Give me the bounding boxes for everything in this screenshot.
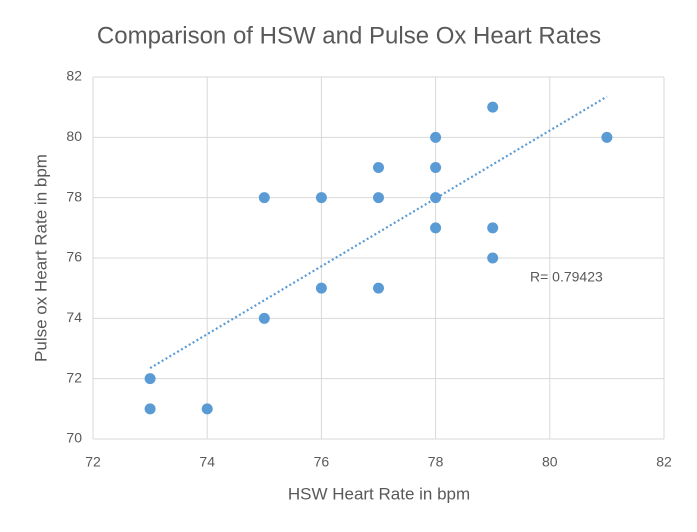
point: [315, 282, 327, 294]
point: [487, 252, 499, 264]
y-tick-label: 80: [66, 128, 82, 144]
x-tick-label: 82: [656, 454, 672, 470]
y-tick-label: 82: [66, 68, 82, 84]
point: [430, 131, 442, 143]
point: [487, 101, 499, 113]
x-tick-label: 80: [542, 454, 558, 470]
point: [373, 162, 384, 173]
y-axis-label: Pulse ox Heart Rate in bpm: [31, 154, 50, 362]
trendline: [149, 95, 608, 370]
y-tick-label: 78: [66, 188, 82, 204]
point: [373, 192, 384, 204]
x-tick-label: 72: [85, 454, 101, 470]
point: [601, 131, 613, 143]
x-tick-label: 74: [199, 454, 215, 470]
y-tick-label: 74: [66, 309, 82, 325]
annotation: R= 0.79423: [530, 269, 603, 285]
y-tick-label: 70: [66, 430, 82, 446]
point: [430, 162, 442, 173]
x-axis-label: HSW Heart Rate in bpm: [288, 484, 470, 503]
point: [430, 222, 442, 234]
point: [144, 403, 156, 415]
point: [201, 403, 213, 415]
x-tick-label: 76: [314, 454, 330, 470]
point: [258, 312, 270, 324]
y-tick-label: 76: [66, 249, 82, 265]
point: [258, 192, 270, 204]
y-tick-label: 72: [66, 369, 82, 385]
point: [144, 373, 156, 385]
point: [430, 192, 442, 204]
point: [315, 192, 327, 204]
point: [487, 222, 499, 234]
chart-title: Comparison of HSW and Pulse Ox Heart Rat…: [97, 22, 601, 49]
x-tick-label: 78: [428, 454, 444, 470]
point: [373, 282, 384, 294]
